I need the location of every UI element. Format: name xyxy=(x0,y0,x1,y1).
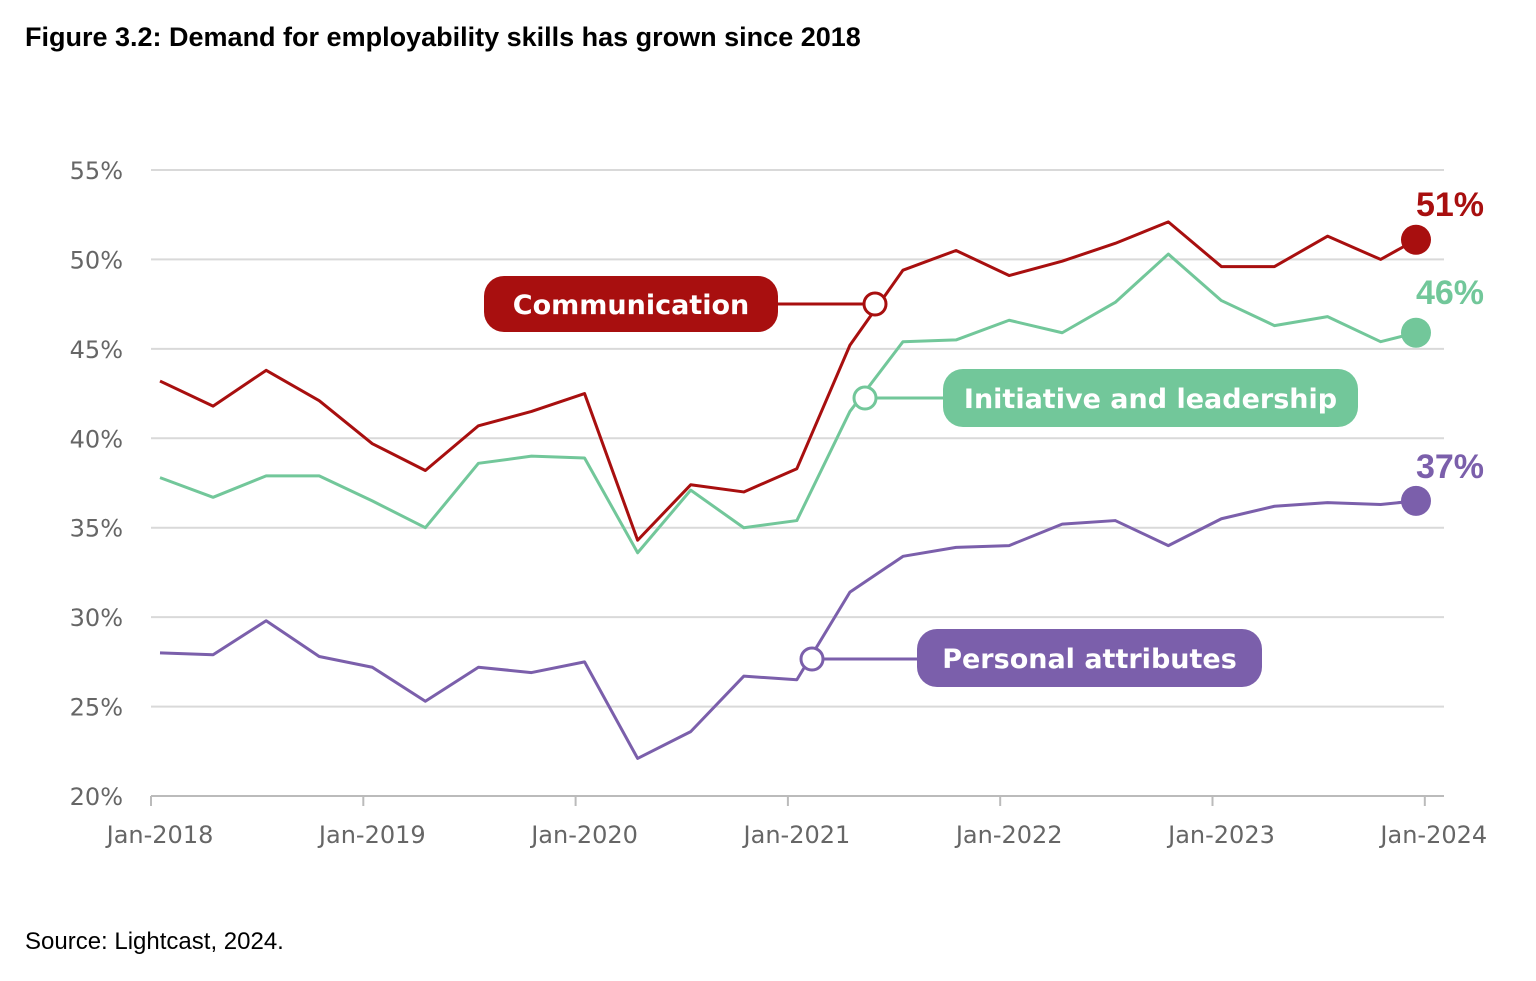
x-tick-label: Jan-2018 xyxy=(105,821,214,849)
series-line-personal-attributes xyxy=(159,499,1417,760)
x-tick-label: Jan-2023 xyxy=(1166,821,1275,849)
callout-marker xyxy=(862,291,888,317)
y-tick-label: 20% xyxy=(70,783,123,811)
y-tick-label: 25% xyxy=(70,694,123,722)
series-line-communication xyxy=(159,220,1417,542)
chart-title: Figure 3.2: Demand for employability ski… xyxy=(25,22,861,52)
y-tick-label: 50% xyxy=(70,246,123,274)
series-line-initiative-and-leadership xyxy=(159,252,1417,555)
x-tick-label: Jan-2024 xyxy=(1378,821,1487,849)
x-tick-label: Jan-2020 xyxy=(529,821,638,849)
source-note: Source: Lightcast, 2024. xyxy=(25,928,284,955)
y-tick-label: 30% xyxy=(70,604,123,632)
series-end-label: 51% xyxy=(1416,186,1484,224)
x-tick-label: Jan-2019 xyxy=(317,821,426,849)
callout-box xyxy=(943,369,1358,427)
legend-label-initiative-and-leadership: Initiative and leadership xyxy=(964,384,1337,415)
legend-label-communication: Communication xyxy=(513,290,750,321)
legend-label-personal-attributes: Personal attributes xyxy=(942,644,1237,675)
y-tick-label: 45% xyxy=(70,336,123,364)
y-tick-label: 40% xyxy=(70,425,123,453)
callout-box xyxy=(484,276,778,332)
series-end-marker xyxy=(1400,317,1431,348)
callout-box xyxy=(917,629,1262,687)
series-end-marker xyxy=(1400,224,1431,255)
series-end-marker xyxy=(1400,485,1431,516)
y-tick-label: 35% xyxy=(70,515,123,543)
y-tick-label: 55% xyxy=(70,157,123,185)
series-end-label: 46% xyxy=(1416,274,1484,312)
series-end-label: 37% xyxy=(1416,448,1484,486)
x-tick-label: Jan-2021 xyxy=(742,821,851,849)
callout-marker xyxy=(799,646,825,672)
callout-marker xyxy=(852,385,878,411)
x-tick-label: Jan-2022 xyxy=(954,821,1063,849)
